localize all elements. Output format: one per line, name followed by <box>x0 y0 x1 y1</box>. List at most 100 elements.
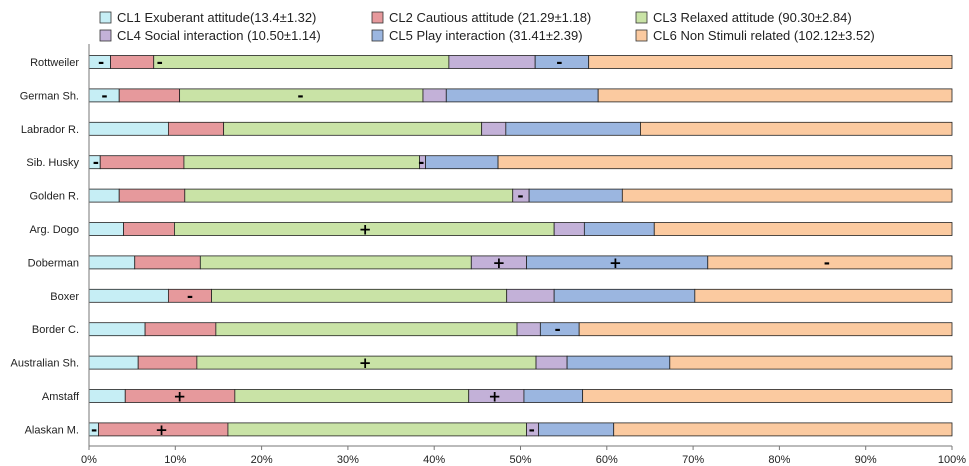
bar-segment-australian-sh-cl6 <box>669 355 953 370</box>
category-label-border-c: Border C. <box>32 324 79 336</box>
legend-item-cl1-exuberant-attitude-13-4-1-32: CL1 Exuberant attitude(13.4±1.32) <box>99 10 316 25</box>
bar-segment-german-sh-cl5 <box>445 88 599 103</box>
legend-item-cl5-play-interaction-31-41-2-39: CL5 Play interaction (31.41±2.39) <box>371 28 583 43</box>
bar-segment-sib-husky-cl6 <box>497 155 953 170</box>
bar-segment-australian-sh-cl4 <box>535 355 568 370</box>
bar-segment-sib-husky-cl3 <box>183 155 420 170</box>
annotation-mark-doberman: + <box>493 254 506 272</box>
category-label-rottweiler: Rottweiler <box>30 57 79 69</box>
bar-segment-labrador-r-cl6 <box>640 121 953 136</box>
bar-segment-border-c-cl4 <box>516 322 541 337</box>
legend-label: CL4 Social interaction (10.50±1.14) <box>117 28 321 43</box>
x-tick-label: 50% <box>509 454 531 466</box>
bar-segment-doberman-cl2 <box>134 255 201 270</box>
bar-segment-doberman-cl1 <box>88 255 136 270</box>
legend-swatch <box>635 29 648 42</box>
x-tick-label: 30% <box>337 454 359 466</box>
x-axis: 0% 10% 20% 30% 40% 50% 60% 70% 80% 90% 100% <box>81 44 966 466</box>
annotation-mark-german-sh: - <box>101 87 107 105</box>
bar-segment-labrador-r-cl4 <box>481 121 507 136</box>
bar-segment-arg-dogo-cl6 <box>653 222 953 236</box>
x-tick-label: 90% <box>855 454 877 466</box>
bar-row-border-c <box>88 322 953 337</box>
bar-segment-border-c-cl2 <box>144 322 217 337</box>
bar-row-sib-husky <box>88 155 953 170</box>
legend-item-cl3-relaxed-attitude-90-30-2-84: CL3 Relaxed attitude (90.30±2.84) <box>635 10 852 25</box>
legend-label: CL5 Play interaction (31.41±2.39) <box>389 28 583 43</box>
bar-segment-border-c-cl3 <box>215 322 518 337</box>
category-label-sib-husky: Sib. Husky <box>26 157 79 169</box>
bar-segment-rottweiler-cl2 <box>110 55 155 69</box>
bar-segment-alaskan-m-cl6 <box>613 422 953 437</box>
bar-segment-amstaff-cl5 <box>523 389 584 403</box>
legend-swatch <box>635 11 648 24</box>
bar-segment-amstaff-cl1 <box>88 389 126 403</box>
annotation-mark-alaskan-m: - <box>91 421 97 439</box>
category-label-amstaff: Amstaff <box>42 391 80 403</box>
annotation-mark-doberman: + <box>609 254 622 272</box>
bar-segment-rottweiler-cl4 <box>448 55 536 69</box>
x-tick-label: 60% <box>596 454 618 466</box>
bar-segment-golden-r-cl2 <box>118 188 186 203</box>
bar-row-labrador-r <box>88 121 953 136</box>
legend-item-cl6-non-stimuli-related-102-12-3-52: CL6 Non Stimuli related (102.12±3.52) <box>635 28 875 43</box>
annotation-mark-boxer: - <box>187 287 193 305</box>
category-label-alaskan-m: Alaskan M. <box>25 424 79 436</box>
bar-segment-golden-r-cl3 <box>184 188 514 203</box>
annotation-mark-doberman: - <box>824 254 830 272</box>
annotation-mark-rottweiler: - <box>556 54 562 72</box>
annotation-mark-german-sh: - <box>297 87 303 105</box>
legend-label: CL1 Exuberant attitude(13.4±1.32) <box>117 10 316 25</box>
bar-segment-arg-dogo-cl5 <box>583 222 655 236</box>
bar-segment-golden-r-cl1 <box>88 188 120 203</box>
category-label-golden-r: Golden R. <box>29 191 79 203</box>
chart-annotations: - - - - - - - - + + + - - - + + + - + - <box>91 54 830 439</box>
category-label-arg-dogo: Arg. Dogo <box>29 224 79 236</box>
bar-segment-boxer-cl6 <box>694 288 953 303</box>
bar-segment-german-sh-cl2 <box>118 88 181 103</box>
x-tick-label: 10% <box>164 454 186 466</box>
category-label-german-sh: German Sh. <box>20 90 79 102</box>
annotation-mark-amstaff: + <box>173 388 186 406</box>
bar-segment-arg-dogo-cl4 <box>553 222 585 236</box>
annotation-mark-alaskan-m: + <box>155 421 168 439</box>
annotation-mark-sib-husky: - <box>418 154 424 172</box>
chart-legend: CL1 Exuberant attitude(13.4±1.32) CL2 Cau… <box>99 10 875 43</box>
bar-segment-doberman-cl3 <box>199 255 472 270</box>
bar-row-australian-sh <box>88 355 953 370</box>
bar-segment-boxer-cl1 <box>88 288 169 303</box>
chart-bars <box>88 55 953 437</box>
x-tick-label: 100% <box>938 454 966 466</box>
bar-segment-alaskan-m-cl5 <box>538 422 615 437</box>
legend-swatch <box>99 29 112 42</box>
bar-segment-australian-sh-cl2 <box>137 355 198 370</box>
bar-segment-arg-dogo-cl1 <box>88 222 124 236</box>
category-label-australian-sh: Australian Sh. <box>11 358 79 370</box>
legend-label: CL6 Non Stimuli related (102.12±3.52) <box>653 28 875 43</box>
bar-segment-australian-sh-cl1 <box>88 355 139 370</box>
legend-label: CL2 Cautious attitude (21.29±1.18) <box>389 10 591 25</box>
legend-swatch <box>371 11 384 24</box>
x-tick-label: 70% <box>682 454 704 466</box>
legend-swatch <box>371 29 384 42</box>
bar-segment-doberman-cl6 <box>707 255 953 270</box>
bar-segment-amstaff-cl6 <box>582 389 953 403</box>
bar-segment-rottweiler-cl6 <box>588 55 953 69</box>
bar-row-amstaff <box>88 389 953 403</box>
legend-item-cl2-cautious-attitude-21-29-1-18: CL2 Cautious attitude (21.29±1.18) <box>371 10 591 25</box>
bar-segment-golden-r-cl6 <box>621 188 953 203</box>
bar-segment-labrador-r-cl1 <box>88 121 169 136</box>
legend-item-cl4-social-interaction-10-50-1-14: CL4 Social interaction (10.50±1.14) <box>99 28 321 43</box>
bar-segment-rottweiler-cl3 <box>153 55 450 69</box>
bar-segment-german-sh-cl6 <box>597 88 953 103</box>
annotation-mark-sib-husky: - <box>93 154 99 172</box>
bar-segment-boxer-cl3 <box>211 288 508 303</box>
bar-row-alaskan-m <box>88 422 953 437</box>
bar-segment-boxer-cl4 <box>506 288 555 303</box>
bar-segment-german-sh-cl4 <box>422 88 447 103</box>
legend-swatch <box>99 11 112 24</box>
bar-segment-boxer-cl5 <box>553 288 696 303</box>
annotation-mark-amstaff: + <box>488 388 501 406</box>
category-labels: Rottweiler German Sh. Labrador R. Sib. Husk… <box>11 57 80 436</box>
